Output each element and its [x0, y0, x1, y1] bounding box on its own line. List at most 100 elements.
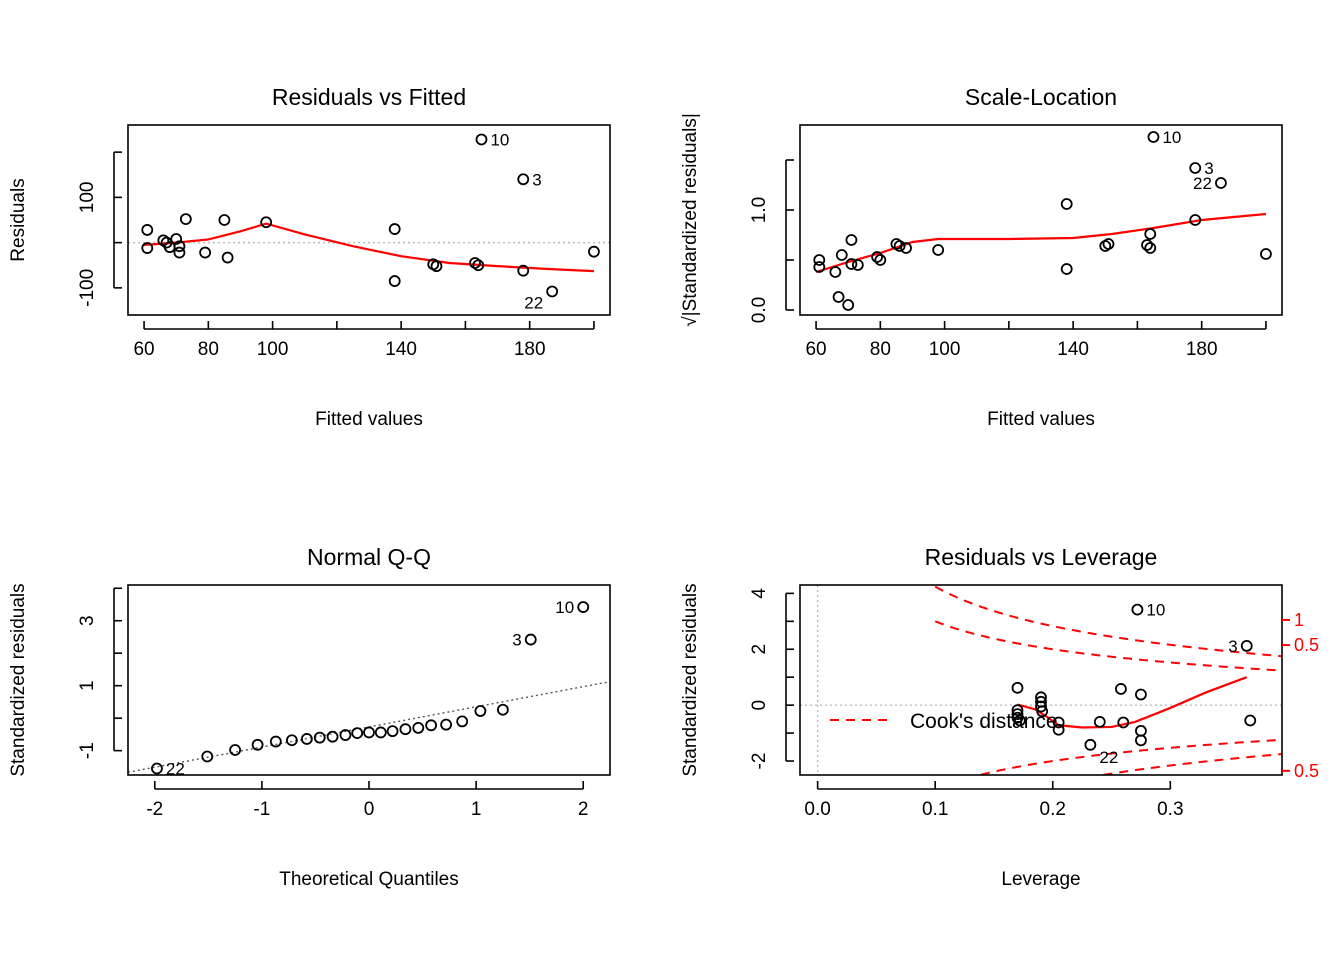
cooks-distance-contour [1096, 753, 1282, 775]
data-point [173, 240, 186, 253]
cook-level-label: 1 [1294, 610, 1304, 630]
point-label: 3 [1228, 637, 1237, 656]
x-tick-label: 60 [133, 339, 154, 360]
y-axis-label: Standardized residuals [8, 583, 29, 776]
data-point [399, 723, 412, 736]
x-tick-label: 100 [929, 339, 961, 360]
data-point [388, 223, 401, 235]
data-point [1011, 708, 1024, 720]
data-point [141, 242, 154, 254]
y-tick-label: -2 [749, 753, 770, 770]
data-point [386, 725, 399, 738]
data-point [1244, 714, 1257, 727]
data-point [218, 214, 231, 226]
x-tick-label: -2 [146, 799, 163, 820]
x-tick-label: 100 [257, 339, 289, 360]
data-point [474, 705, 487, 717]
data-point [1011, 711, 1024, 724]
data-point [170, 233, 183, 245]
x-tick-label: 0.2 [1040, 799, 1066, 820]
loess-smoother [143, 222, 594, 273]
data-point [1260, 248, 1272, 260]
x-tick-label: 80 [870, 339, 891, 360]
data-point [845, 234, 858, 246]
data-point [813, 254, 826, 266]
data-point [469, 257, 481, 269]
point-label: 10 [1146, 601, 1165, 620]
data-point [412, 722, 425, 734]
data-point [430, 260, 443, 273]
data-point [517, 173, 530, 186]
x-tick-label: 0.1 [922, 799, 948, 820]
plot-normal-qq: Normal Q-Q 22 3 10 -2 -1 0 1 2 -1 1 3 Theoretical Qu… [0, 520, 672, 960]
data-point [1135, 724, 1147, 737]
data-point [1052, 723, 1065, 736]
data-point [1115, 683, 1127, 695]
data-point [351, 727, 364, 740]
data-point [1141, 239, 1153, 251]
point-label: 3 [532, 170, 541, 189]
y-tick-label: 4 [749, 588, 770, 599]
data-point [141, 224, 154, 236]
cook-level-label: 0.5 [1294, 635, 1319, 655]
y-tick-label: 0.0 [749, 297, 770, 323]
point-label: 22 [1193, 174, 1212, 193]
x-tick-label: 1 [471, 799, 482, 820]
y-tick-label: 1 [77, 680, 98, 691]
x-tick-label: 2 [578, 799, 589, 820]
data-point [851, 259, 864, 271]
plot-residuals-vs-fitted: Residuals vs Fitted 10 3 22 60 80 100 140 180 -10… [0, 60, 672, 500]
data-point [546, 285, 559, 298]
data-point [1147, 131, 1160, 143]
plot-frame [799, 584, 1283, 776]
cooks-distance-contour [934, 620, 1282, 672]
x-tick-label: -1 [253, 799, 270, 820]
data-point [173, 246, 186, 259]
data-point [285, 734, 298, 747]
y-tick-label: -100 [77, 269, 98, 307]
data-point [157, 234, 170, 247]
data-point [1189, 162, 1202, 174]
x-axis-label: Leverage [1001, 869, 1080, 890]
point-label: 22 [166, 760, 185, 779]
y-tick-label: -1 [77, 742, 98, 759]
x-axis-label: Fitted values [315, 409, 423, 430]
data-point [425, 719, 438, 732]
point-label: 3 [1204, 159, 1213, 178]
loess-smoother [1017, 676, 1248, 729]
cooks-distance-contour [934, 585, 1282, 658]
point-label: 22 [524, 293, 543, 312]
data-point [199, 246, 212, 259]
data-point [813, 261, 826, 273]
data-point [893, 240, 906, 252]
x-tick-label: 0.3 [1157, 799, 1183, 820]
data-point [1060, 198, 1073, 210]
data-point [1144, 242, 1157, 254]
data-point [1117, 716, 1130, 729]
x-tick-label: 80 [198, 339, 219, 360]
data-point [1215, 177, 1227, 189]
data-point [874, 254, 887, 266]
data-point [835, 249, 848, 261]
data-point [221, 251, 234, 264]
data-point [1102, 238, 1115, 250]
loess-smoother [815, 212, 1267, 274]
data-point [842, 299, 855, 311]
y-tick-label: 3 [77, 615, 98, 626]
x-axis-label: Theoretical Quantiles [279, 869, 459, 890]
data-point [1013, 714, 1026, 727]
data-point [1084, 738, 1097, 751]
data-point [251, 738, 264, 751]
data-point [475, 133, 488, 146]
x-tick-label: 180 [514, 339, 546, 360]
data-point [151, 762, 163, 775]
data-point [829, 266, 842, 278]
data-point [339, 729, 352, 741]
plot-frame [127, 584, 611, 776]
point-label: 10 [555, 598, 574, 617]
data-point [1035, 700, 1047, 713]
x-axis-label: Fitted values [987, 409, 1095, 430]
x-tick-label: 0.0 [804, 799, 830, 820]
y-tick-label: 2 [749, 644, 770, 655]
